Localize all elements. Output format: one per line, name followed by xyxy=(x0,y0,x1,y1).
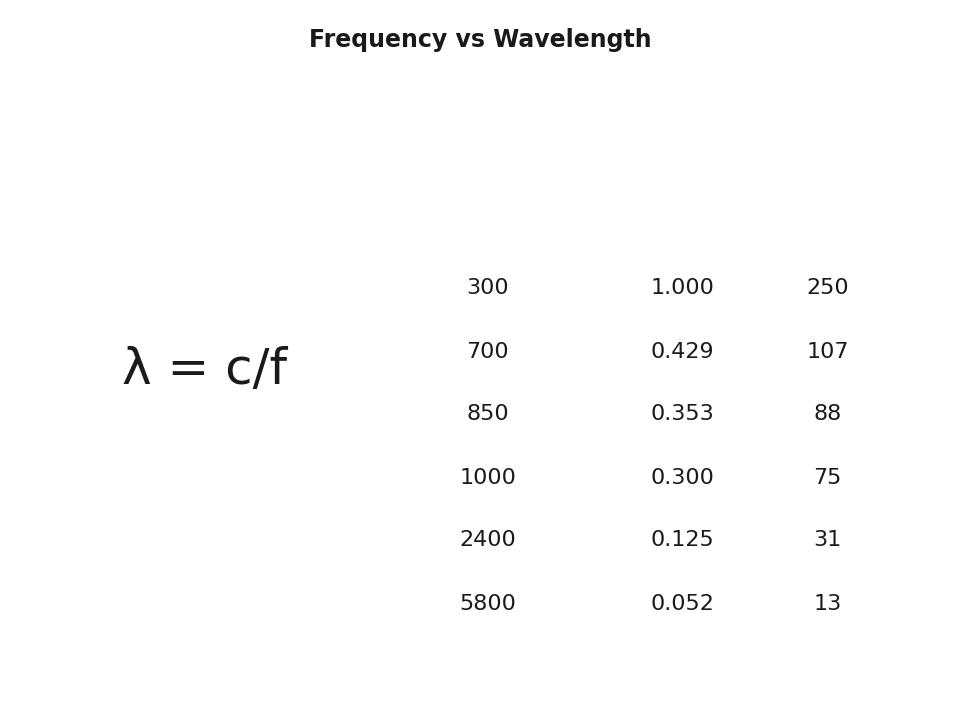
Text: λ (m): λ (m) xyxy=(652,216,713,236)
Text: 2400: 2400 xyxy=(459,531,516,551)
Text: 5800: 5800 xyxy=(459,593,516,613)
Text: 700: 700 xyxy=(467,341,509,361)
Text: 31: 31 xyxy=(813,531,842,551)
Text: 1000: 1000 xyxy=(459,467,516,487)
Text: 0.429: 0.429 xyxy=(651,341,714,361)
Text: 0.353: 0.353 xyxy=(651,405,714,425)
Text: 850: 850 xyxy=(467,405,509,425)
Text: λ = c/f: λ = c/f xyxy=(123,346,288,394)
Text: Frequency vs Wavelength: Frequency vs Wavelength xyxy=(309,28,651,52)
Text: 1.000: 1.000 xyxy=(651,279,714,299)
Text: λ/4 (mm): λ/4 (mm) xyxy=(775,216,880,236)
Text: 88: 88 xyxy=(813,405,842,425)
Text: Frequency (MHz): Frequency (MHz) xyxy=(388,216,587,236)
Text: 0.052: 0.052 xyxy=(651,593,714,613)
Text: 107: 107 xyxy=(806,341,849,361)
Text: 0.125: 0.125 xyxy=(651,531,714,551)
Text: 0.300: 0.300 xyxy=(651,467,714,487)
Text: 75: 75 xyxy=(813,467,842,487)
Text: 13: 13 xyxy=(813,593,842,613)
Text: 300: 300 xyxy=(467,279,509,299)
Text: 250: 250 xyxy=(806,279,849,299)
